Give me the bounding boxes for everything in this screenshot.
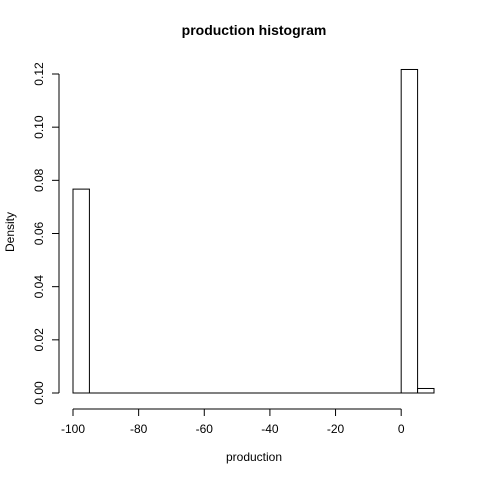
histogram-bar [400, 68, 419, 394]
x-tick-label: 0 [398, 422, 405, 436]
y-axis: 0.00 0.02 0.04 0.06 0.08 0.10 0.12 [32, 62, 60, 405]
y-tick-label: 0.12 [32, 62, 46, 86]
y-tick-label: 0.04 [32, 275, 46, 299]
x-tick-label: -80 [130, 422, 148, 436]
y-tick-label: 0.08 [32, 168, 46, 192]
bars-layer [72, 68, 435, 394]
histogram-bar [417, 387, 435, 394]
y-tick-label: 0.02 [32, 328, 46, 352]
x-tick-label: -20 [327, 422, 345, 436]
y-tick-label: 0.00 [32, 381, 46, 405]
x-axis: -100 -80 -60 -40 -20 0 [61, 408, 405, 436]
x-axis-label: production [226, 450, 282, 464]
histogram-bar [72, 188, 90, 394]
x-tick-label: -40 [261, 422, 279, 436]
chart-title: production histogram [182, 22, 327, 38]
y-axis-label: Density [3, 212, 17, 252]
x-tick-label: -60 [196, 422, 214, 436]
x-tick-label: -100 [61, 422, 85, 436]
y-tick-label: 0.06 [32, 221, 46, 245]
y-tick-label: 0.10 [32, 115, 46, 139]
